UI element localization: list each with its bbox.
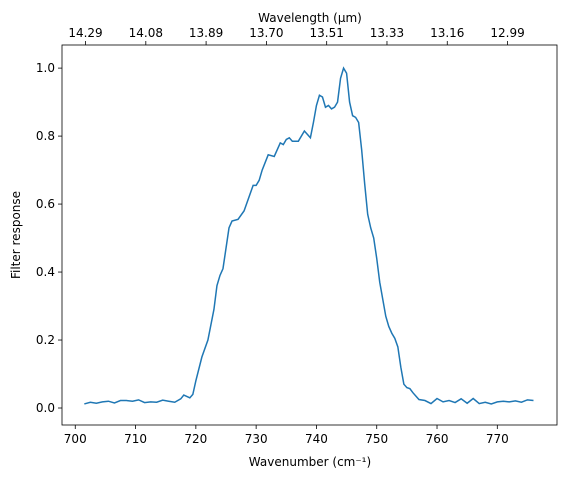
x-tick-label: 730 — [245, 432, 268, 446]
y-axis-label: Filter response — [9, 191, 23, 279]
x2-tick-label: 14.08 — [129, 26, 163, 40]
plot-frame — [61, 44, 558, 426]
x-tick-label: 720 — [184, 432, 207, 446]
x2-axis-label: Wavelength (μm) — [258, 11, 362, 25]
x-tick-label: 740 — [305, 432, 328, 446]
x2-tick-label: 13.33 — [370, 26, 404, 40]
x-tick-label: 700 — [64, 432, 87, 446]
x2-tick-label: 13.16 — [430, 26, 464, 40]
x-tick-label: 750 — [365, 432, 388, 446]
y-tick-label: 0.6 — [36, 197, 55, 211]
x2-tick-label: 13.51 — [310, 26, 344, 40]
x-axis-label: Wavenumber (cm⁻¹) — [249, 455, 371, 469]
y-tick-label: 0.0 — [36, 401, 55, 415]
y-tick-label: 1.0 — [36, 61, 55, 75]
x-tick-label: 710 — [124, 432, 147, 446]
y-tick-label: 0.2 — [36, 333, 55, 347]
x2-tick-label: 13.89 — [189, 26, 223, 40]
x2-tick-label: 13.70 — [249, 26, 283, 40]
y-tick-label: 0.8 — [36, 129, 55, 143]
x-tick-label: 760 — [426, 432, 449, 446]
y-tick-label: 0.4 — [36, 265, 55, 279]
x-tick-label: 770 — [486, 432, 509, 446]
x2-tick-label: 12.99 — [490, 26, 524, 40]
x2-tick-label: 14.29 — [68, 26, 102, 40]
data-line — [84, 66, 534, 405]
